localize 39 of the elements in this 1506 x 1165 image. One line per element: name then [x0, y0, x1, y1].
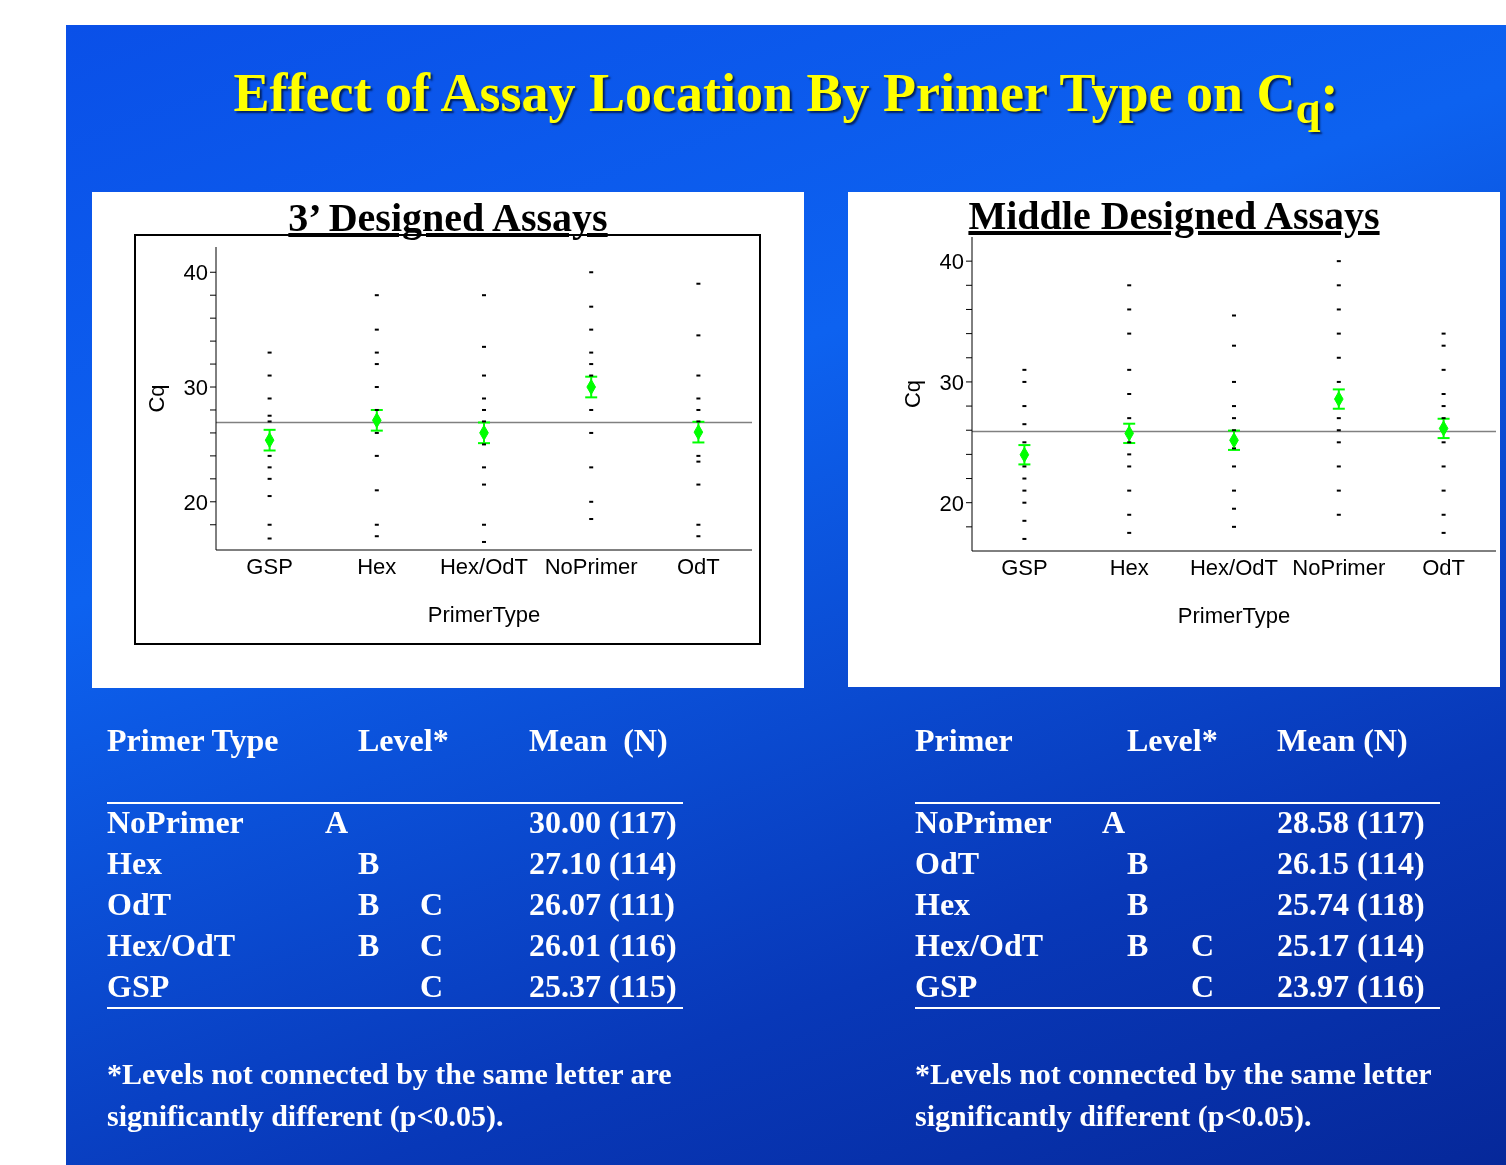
y-tick-label: 40 [183, 260, 208, 286]
y-tick-label: 20 [183, 489, 208, 515]
text: Hex/OdT B C 26.01 (116) [107, 927, 677, 963]
x-axis-title: PrimerType [427, 602, 541, 627]
text: GSP C 23.97 (116) [915, 968, 1425, 1004]
text: Hex B 27.10 (114) [107, 845, 677, 881]
x-tick-label: Hex/OdT [1189, 554, 1279, 580]
text: Hex/OdT B C 25.17 (114) [915, 927, 1425, 963]
y-tick-label: 40 [939, 248, 964, 274]
y-axis-title: Cq [143, 384, 169, 413]
x-tick-label: NoPrimer [544, 553, 638, 579]
chart-title: Middle Designed Assays [967, 192, 1381, 239]
text: GSP C 25.37 (115) [107, 968, 677, 1004]
text: Effect of Assay Location By Primer Type on C$_{q}$: [232, 62, 1340, 134]
x-tick-label: GSP [246, 553, 293, 579]
text: OdT B 26.15 (114) [915, 845, 1425, 881]
x-tick-label: OdT [1422, 554, 1465, 580]
text: Primer Type Level* Mean (N) [107, 722, 668, 758]
x-tick-label: Hex [357, 553, 397, 579]
y-axis-title: Cq [899, 379, 925, 409]
text: Hex B 25.74 (118) [915, 886, 1425, 922]
text: significantly different (p<0.05). [107, 1098, 505, 1134]
x-tick-label: Hex/OdT [439, 553, 529, 579]
text: NoPrimer A 28.58 (117) [915, 804, 1425, 840]
y-tick-label: 30 [939, 369, 964, 395]
x-tick-label: NoPrimer [1292, 554, 1386, 580]
text: NoPrimer A 30.00 (117) [107, 804, 677, 840]
text: significantly different (p<0.05). [915, 1098, 1313, 1134]
x-axis-title: PrimerType [1177, 603, 1291, 628]
x-tick-label: GSP [1001, 554, 1048, 580]
x-tick-label: Hex [1109, 554, 1149, 580]
text: OdT B C 26.07 (111) [107, 886, 675, 922]
x-tick-label: OdT [677, 553, 720, 579]
y-tick-label: 20 [939, 490, 964, 516]
text: Primer Level* Mean (N) [915, 722, 1408, 758]
y-tick-label: 30 [183, 374, 208, 400]
chart-title: 3’ Designed Assays [287, 194, 609, 241]
text: *Levels not connected by the same letter [915, 1056, 1433, 1092]
text: *Levels not connected by the same letter are [107, 1056, 673, 1092]
